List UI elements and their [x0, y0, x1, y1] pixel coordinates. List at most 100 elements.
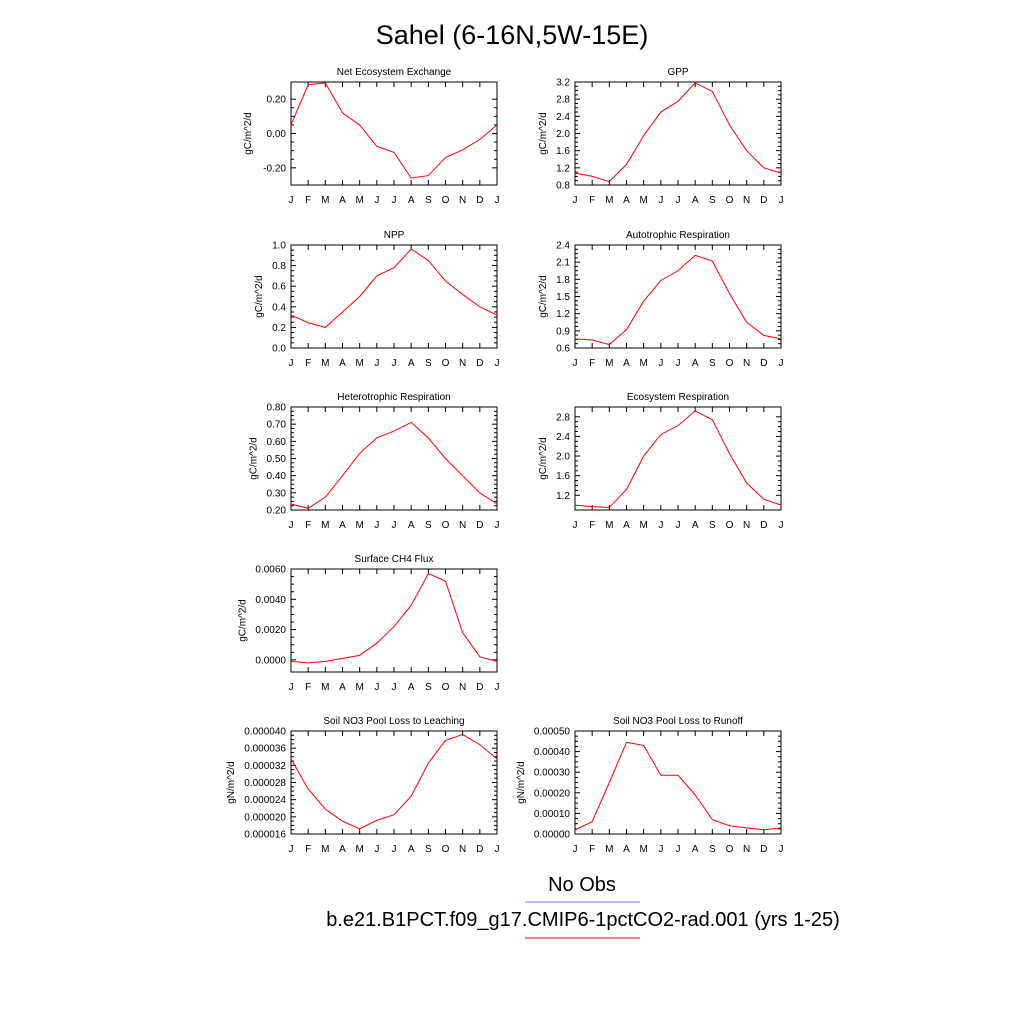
x-tick-label: N	[743, 195, 750, 206]
y-axis-label: gN/m^2/d	[226, 761, 237, 804]
y-tick-label: 0.6	[556, 344, 570, 355]
plot-frame	[574, 730, 782, 835]
y-tick-label: 1.6	[556, 471, 570, 482]
series-line	[290, 733, 498, 830]
y-tick-label: 0.70	[267, 420, 287, 431]
panel-title: Soil NO3 Pool Loss to Leaching	[323, 716, 464, 727]
y-tick-label: 0.00010	[534, 809, 571, 820]
x-tick-label: F	[589, 844, 595, 855]
y-tick-label: 1.2	[556, 491, 570, 502]
x-tick-label: A	[339, 520, 346, 531]
x-tick-label: N	[459, 682, 466, 693]
x-tick-label: D	[476, 195, 483, 206]
plot-frame	[290, 406, 498, 511]
y-tick-label: 2.4	[556, 241, 570, 252]
series-line	[574, 410, 782, 509]
x-tick-label: J	[392, 682, 397, 693]
page-title: Sahel (6-16N,5W-15E)	[376, 20, 649, 50]
x-tick-label: M	[321, 520, 329, 531]
panel-autotrophic-respiration: Autotrophic Respiration 0.6 0.9 1.2 1.5 1.8 2.…	[538, 230, 783, 369]
y-tick-label: 0.00020	[534, 788, 571, 799]
panel-heterotrophic-respiration: Heterotrophic Respiration 0.20 0.30 0.40 0.5…	[249, 392, 500, 531]
x-tick-label: F	[589, 520, 595, 531]
y-tick-label: 1.0	[272, 241, 286, 252]
x-tick-label: A	[623, 844, 630, 855]
y-tick-label: 0.000016	[244, 830, 286, 841]
y-tick-label: 0.00040	[534, 747, 571, 758]
x-tick-label: A	[408, 844, 415, 855]
x-tick-label: J	[495, 682, 500, 693]
x-tick-label: A	[408, 358, 415, 369]
x-tick-label: S	[709, 520, 716, 531]
series-line	[290, 421, 498, 509]
x-tick-label: J	[374, 520, 379, 531]
x-tick-label: S	[425, 358, 432, 369]
y-tick-label: 0.8	[272, 261, 286, 272]
x-tick-label: F	[305, 682, 311, 693]
x-tick-label: N	[459, 844, 466, 855]
x-tick-label: J	[495, 844, 500, 855]
x-tick-label: O	[726, 195, 734, 206]
x-tick-label: A	[692, 844, 699, 855]
y-tick-label: 2.4	[556, 432, 570, 443]
legend: No Obs b.e21.B1PCT.f09_g17.CMIP6-1pctCO2…	[326, 874, 840, 939]
y-axis-label: gC/m^2/d	[237, 599, 248, 642]
x-tick-label: J	[658, 520, 663, 531]
y-axis-label: gC/m^2/d	[538, 112, 549, 155]
x-tick-label: A	[623, 520, 630, 531]
y-tick-label: 0.9	[556, 326, 570, 337]
y-tick-label: 0.000036	[244, 744, 286, 755]
x-tick-label: M	[321, 844, 329, 855]
y-tick-label: 0.30	[267, 488, 287, 499]
y-tick-label: 0.0000	[255, 655, 286, 666]
x-tick-label: O	[442, 195, 450, 206]
x-tick-label: M	[605, 358, 613, 369]
panels: Net Ecosystem Exchange-0.200.000.20J F M A M…	[226, 67, 783, 855]
x-tick-label: O	[442, 844, 450, 855]
x-tick-label: A	[623, 195, 630, 206]
x-tick-label: D	[760, 844, 767, 855]
x-tick-label: J	[573, 520, 578, 531]
y-tick-label: 1.2	[556, 309, 570, 320]
x-tick-label: F	[589, 195, 595, 206]
x-tick-label: F	[305, 520, 311, 531]
y-tick-label: 0.80	[267, 403, 287, 414]
y-tick-label: 0.000020	[244, 812, 286, 823]
x-tick-label: F	[305, 195, 311, 206]
panel-soil-no3-pool-loss-to-leaching: Soil NO3 Pool Loss to Leaching 0.000016 0.…	[226, 716, 499, 855]
x-tick-label: J	[779, 358, 784, 369]
x-tick-label: A	[408, 520, 415, 531]
x-tick-label: N	[743, 520, 750, 531]
y-tick-label: 3.2	[556, 78, 570, 89]
x-tick-label: M	[639, 520, 647, 531]
y-tick-label: 2.0	[556, 452, 570, 463]
x-tick-label: J	[573, 844, 578, 855]
y-tick-label: 0.60	[267, 437, 287, 448]
x-tick-label: J	[289, 195, 294, 206]
series-line	[290, 248, 498, 328]
x-tick-label: S	[425, 844, 432, 855]
panel-title: Soil NO3 Pool Loss to Runoff	[613, 716, 743, 727]
y-tick-label: 0.00	[267, 129, 287, 140]
x-tick-label: J	[392, 195, 397, 206]
y-tick-label: 0.000040	[244, 727, 286, 738]
x-tick-label: J	[658, 195, 663, 206]
panel-title: Heterotrophic Respiration	[337, 392, 450, 403]
x-tick-label: A	[692, 358, 699, 369]
y-tick-label: -0.20	[263, 163, 286, 174]
x-tick-label: M	[639, 844, 647, 855]
x-tick-label: J	[392, 358, 397, 369]
x-tick-label: A	[339, 682, 346, 693]
x-tick-label: M	[605, 520, 613, 531]
plot-frame	[574, 81, 782, 186]
x-tick-label: A	[408, 682, 415, 693]
panel-title: GPP	[667, 67, 688, 78]
x-tick-label: J	[374, 358, 379, 369]
panel-title: Surface CH4 Flux	[355, 554, 434, 565]
x-tick-label: O	[442, 520, 450, 531]
x-tick-label: D	[760, 520, 767, 531]
x-tick-label: M	[355, 195, 363, 206]
